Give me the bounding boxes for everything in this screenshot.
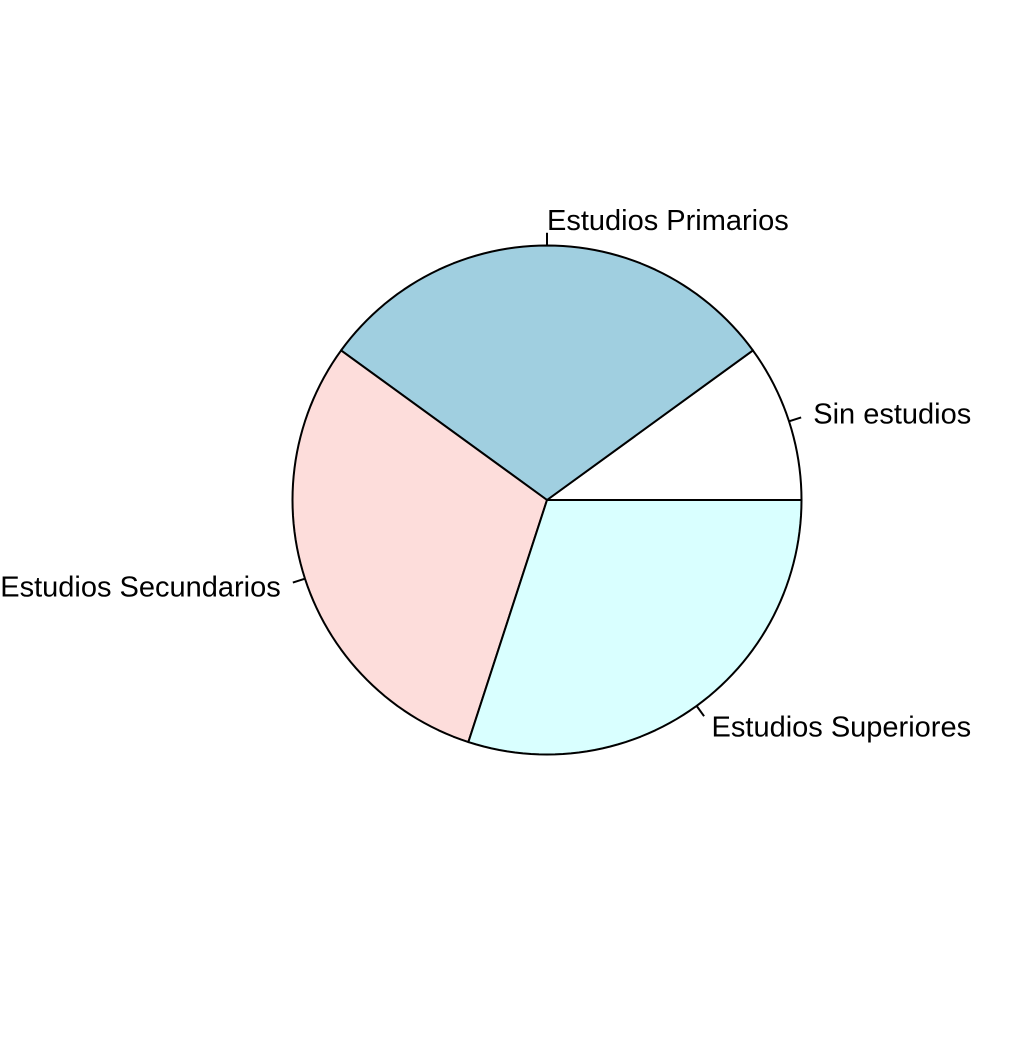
pie-slices (291, 244, 803, 756)
slice-label-2: Estudios Primarios (547, 205, 789, 237)
slice-label-1: Sin estudios (813, 398, 971, 430)
pie-labels: Sin estudios Estudios Primarios Estudios S… (0, 205, 971, 743)
slice-label-3: Estudios Secundarios (0, 572, 281, 604)
slice-label-4: Estudios Superiores (712, 711, 972, 743)
label-tick-4 (695, 705, 705, 717)
label-tick-1 (788, 416, 802, 423)
label-tick-3 (292, 577, 306, 584)
